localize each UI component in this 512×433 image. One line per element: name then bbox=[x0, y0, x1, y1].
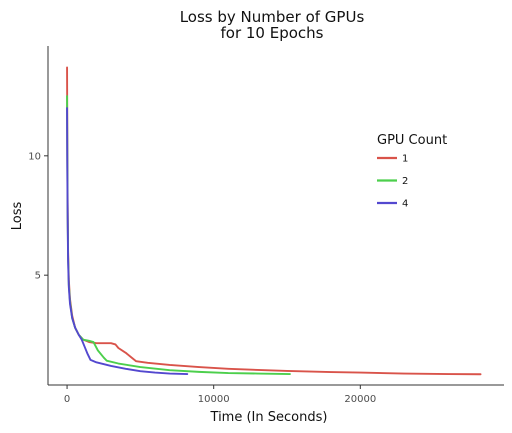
legend-label-1: 1 bbox=[402, 154, 408, 165]
y-tick-label: 5 bbox=[35, 271, 41, 282]
legend: GPU Count 1 2 4 bbox=[377, 133, 447, 210]
legend-items: 1 2 4 bbox=[377, 154, 408, 210]
x-tick-label: 0 bbox=[64, 394, 70, 405]
x-axis-title: Time (In Seconds) bbox=[210, 410, 328, 425]
x-tick-label: 10000 bbox=[198, 394, 230, 405]
plot-area bbox=[66, 66, 482, 376]
legend-title: GPU Count bbox=[377, 133, 447, 148]
series-line-4-gpu bbox=[66, 107, 189, 375]
x-axis-ticks: 0 10000 20000 bbox=[64, 385, 376, 405]
y-axis-title: Loss bbox=[10, 202, 25, 231]
series-line-1-gpu bbox=[66, 66, 482, 376]
x-tick-label: 20000 bbox=[344, 394, 376, 405]
legend-label-4: 4 bbox=[402, 199, 408, 210]
legend-label-2: 2 bbox=[402, 176, 408, 187]
y-axis-ticks: 5 10 bbox=[28, 151, 48, 282]
chart-title-line-2: for 10 Epochs bbox=[221, 24, 324, 42]
y-tick-label: 10 bbox=[28, 151, 41, 162]
chart-title-line-1: Loss by Number of GPUs bbox=[180, 8, 365, 26]
series-line-2-gpu bbox=[66, 95, 291, 375]
